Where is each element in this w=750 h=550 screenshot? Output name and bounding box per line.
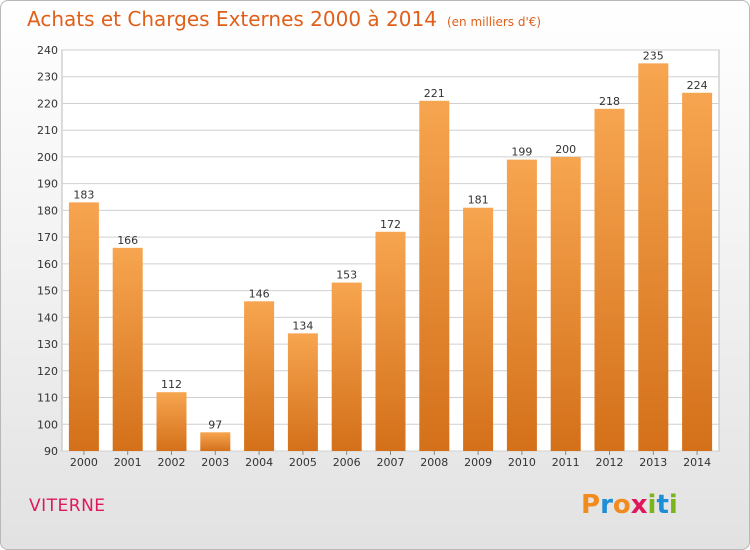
x-tick-label: 2013	[639, 456, 667, 469]
chart-unit: (en milliers d'€)	[446, 15, 542, 29]
bar-value-label: 200	[555, 143, 576, 156]
logo-letter: x	[630, 490, 648, 520]
y-tick-label: 100	[37, 418, 58, 431]
x-tick-label: 2005	[289, 456, 317, 469]
bar-value-label: 181	[468, 194, 489, 207]
bar-value-label: 224	[687, 79, 708, 92]
bar	[200, 432, 231, 451]
bar-value-label: 221	[424, 87, 445, 100]
x-tick-label: 2002	[158, 456, 186, 469]
bar-value-label: 235	[643, 49, 664, 62]
bar	[506, 159, 537, 451]
x-tick-label: 2008	[420, 456, 448, 469]
y-tick-label: 170	[37, 231, 58, 244]
logo-letter: i	[647, 490, 657, 520]
y-tick-label: 190	[37, 178, 58, 191]
y-tick-label: 210	[37, 124, 58, 137]
x-tick-label: 2007	[377, 456, 405, 469]
bar-value-label: 112	[161, 378, 182, 391]
x-tick-label: 2003	[201, 456, 229, 469]
x-tick-label: 2001	[114, 456, 142, 469]
x-tick-label: 2014	[683, 456, 711, 469]
proxiti-logo: Proxiti	[581, 490, 678, 520]
bar	[287, 333, 318, 451]
bar-value-label: 153	[336, 269, 357, 282]
y-tick-label: 110	[37, 392, 58, 405]
bar	[594, 108, 625, 452]
bar	[112, 247, 143, 451]
bar-value-label: 199	[511, 146, 532, 159]
x-tick-label: 2009	[464, 456, 492, 469]
y-tick-label: 160	[37, 258, 58, 271]
logo-letter: P	[581, 490, 601, 520]
y-tick-label: 130	[37, 338, 58, 351]
bar-value-label: 166	[117, 234, 138, 247]
bar	[375, 231, 406, 451]
y-tick-label: 200	[37, 151, 58, 164]
y-tick-label: 120	[37, 365, 58, 378]
bar	[638, 63, 669, 451]
x-tick-label: 2012	[596, 456, 624, 469]
y-tick-label: 90	[44, 445, 58, 458]
bar-value-label: 172	[380, 218, 401, 231]
bar-value-label: 97	[208, 418, 222, 431]
bar	[331, 282, 362, 451]
bar-value-label: 183	[73, 188, 94, 201]
x-tick-label: 2004	[245, 456, 273, 469]
bar	[68, 202, 99, 451]
chart-title: Achats et Charges Externes 2000 à 2014 (e…	[27, 7, 541, 31]
x-tick-label: 2011	[552, 456, 580, 469]
bar	[419, 100, 450, 451]
y-tick-label: 220	[37, 97, 58, 110]
y-tick-label: 240	[37, 44, 58, 57]
chart-title-text: Achats et Charges Externes 2000 à 2014	[27, 7, 437, 31]
commune-name: VITERNE	[29, 496, 106, 516]
y-tick-label: 150	[37, 285, 58, 298]
bar	[682, 92, 713, 452]
bar-value-label: 146	[249, 287, 270, 300]
logo-letter: o	[612, 490, 631, 520]
x-tick-label: 2000	[70, 456, 98, 469]
logo-letter: i	[668, 490, 678, 520]
y-tick-label: 140	[37, 311, 58, 324]
bar	[156, 392, 187, 451]
bar	[463, 207, 494, 451]
bar-value-label: 134	[292, 319, 313, 332]
bar-value-label: 218	[599, 95, 620, 108]
y-tick-label: 180	[37, 204, 58, 217]
bar	[550, 156, 581, 451]
x-tick-label: 2006	[333, 456, 361, 469]
x-tick-label: 2010	[508, 456, 536, 469]
logo-letter: t	[656, 490, 669, 520]
logo-letter: r	[600, 490, 613, 520]
y-tick-label: 230	[37, 71, 58, 84]
bar	[244, 301, 275, 451]
